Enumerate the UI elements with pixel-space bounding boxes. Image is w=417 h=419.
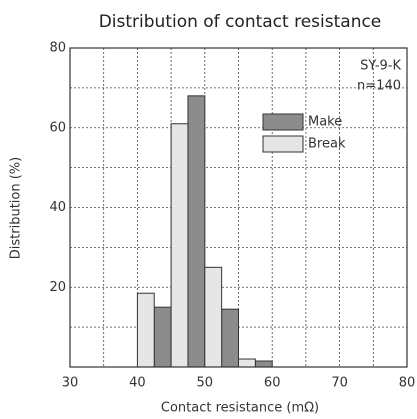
- y-tick-label: 40: [49, 200, 66, 215]
- y-tick-label: 60: [49, 120, 66, 135]
- chart-title: Distribution of contact resistance: [99, 12, 382, 32]
- bar: [136, 292, 155, 368]
- legend-swatch: [262, 113, 304, 131]
- y-tick-label: 80: [49, 41, 66, 56]
- legend-swatch: [262, 135, 304, 153]
- bar: [187, 95, 206, 368]
- legend-label: Break: [308, 137, 346, 152]
- bar: [153, 306, 172, 368]
- bar: [221, 308, 239, 368]
- x-tick-label: 40: [129, 376, 146, 391]
- x-tick-label: 50: [197, 376, 214, 391]
- bar: [204, 266, 223, 368]
- x-tick-label: 30: [62, 376, 79, 391]
- x-tick-label: 80: [399, 376, 416, 391]
- bar: [238, 358, 256, 368]
- x-tick-label: 60: [264, 376, 281, 391]
- bar: [170, 123, 189, 368]
- x-axis-label: Contact resistance (mΩ): [161, 401, 319, 416]
- annotation: n=140: [357, 79, 401, 94]
- y-axis-label: Distribution (%): [9, 157, 24, 259]
- bar: [254, 360, 273, 368]
- plot-frame: [69, 47, 408, 368]
- y-tick-label: 20: [49, 280, 66, 295]
- x-tick-label: 70: [331, 376, 348, 391]
- legend-label: Make: [308, 115, 342, 130]
- annotation: SY-9-K: [360, 59, 401, 74]
